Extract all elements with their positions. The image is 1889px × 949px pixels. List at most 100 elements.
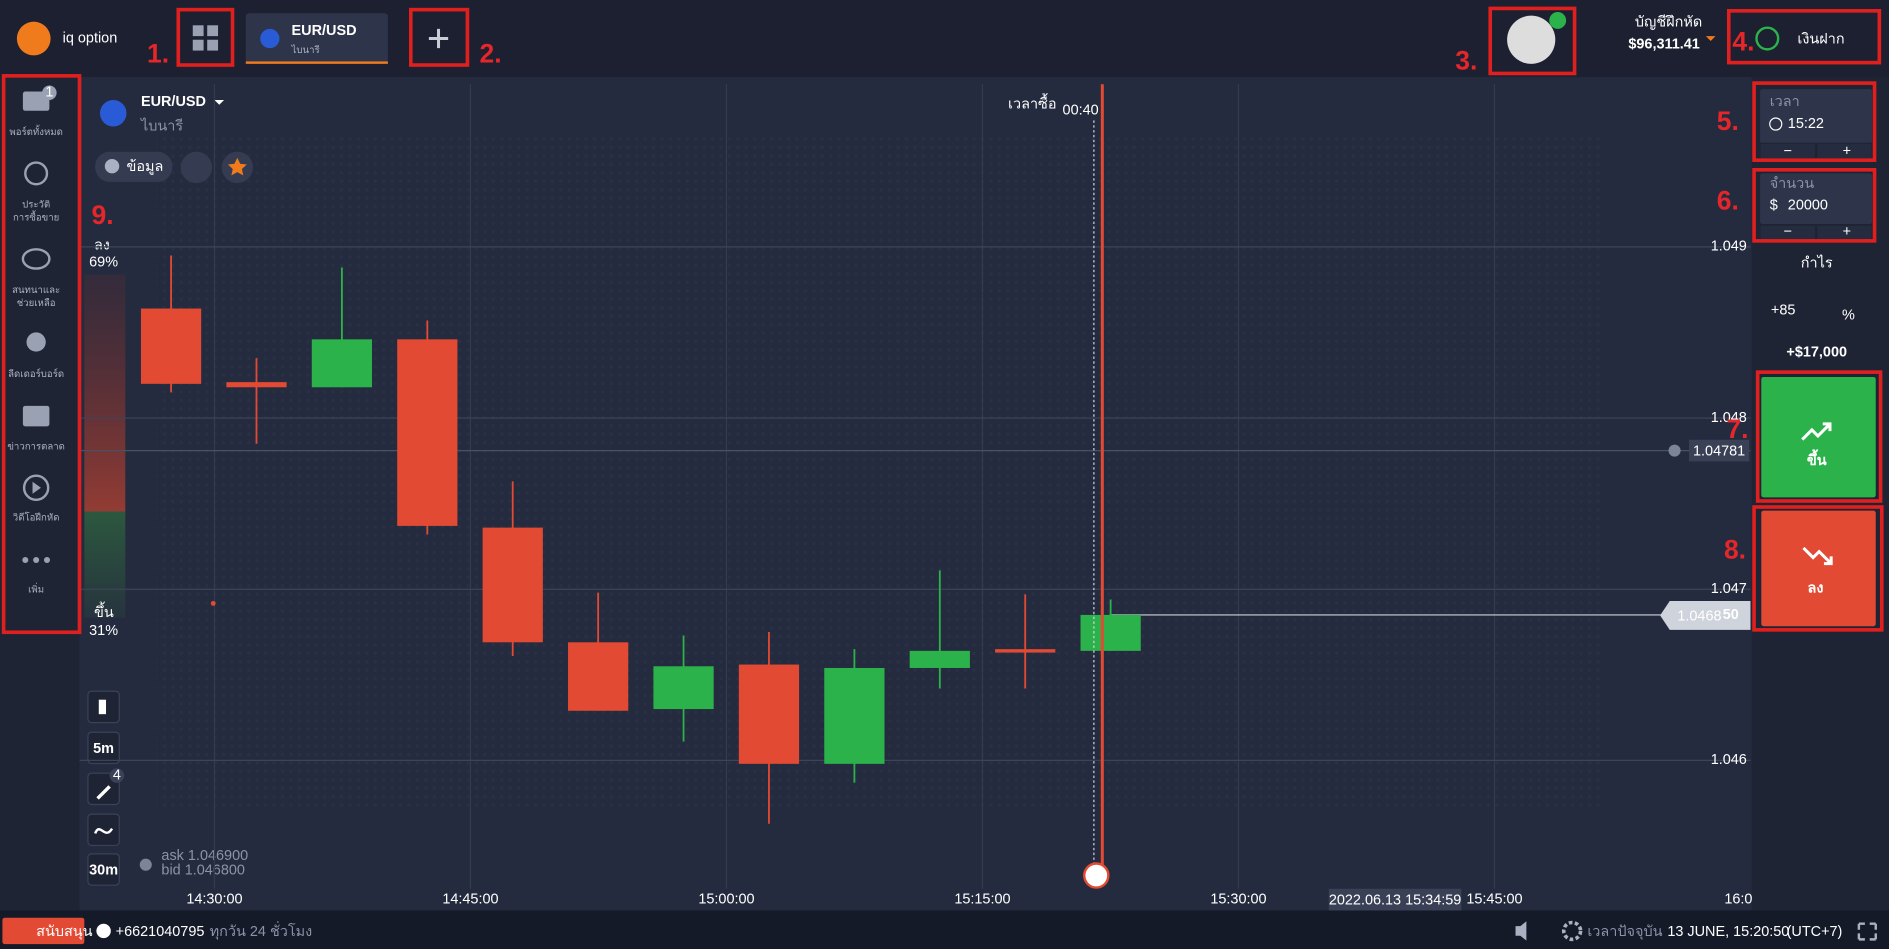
grid-icon xyxy=(192,39,204,51)
sidebar-label: เพิ่ม xyxy=(28,583,44,596)
info-button[interactable] xyxy=(95,151,173,182)
logo-icon xyxy=(16,21,51,56)
chat-icon[interactable] xyxy=(21,248,51,270)
x-tick-label: 15:30:00 xyxy=(1210,891,1266,907)
x-tick-label: 16:0 xyxy=(1724,891,1752,907)
tab-asset: EUR/USD xyxy=(292,23,357,39)
price-end: 50 xyxy=(1723,607,1739,623)
fullscreen-icon[interactable] xyxy=(1857,922,1877,941)
tab-type: ไบนารี xyxy=(291,44,320,56)
profit-label: กำไร xyxy=(1801,254,1833,272)
highlight xyxy=(1726,9,1882,65)
draw-button[interactable] xyxy=(87,772,120,806)
asset-name[interactable]: EUR/USD xyxy=(141,94,206,110)
balance[interactable]: $96,311.41 xyxy=(1628,36,1699,52)
amount: 20000 xyxy=(1788,198,1828,214)
sidebar-label: สนทนาและ xyxy=(12,285,60,296)
indicator-button[interactable] xyxy=(87,813,120,847)
y-tick-label: 1.049 xyxy=(1711,239,1747,255)
grid-icon[interactable] xyxy=(192,25,204,37)
call-label: ขึ้น xyxy=(1807,449,1827,469)
minus: − xyxy=(1784,144,1792,160)
sentiment-label: ลง xyxy=(94,237,110,253)
candle-body xyxy=(568,642,629,711)
timer: 00:40 xyxy=(1063,103,1099,119)
y-tick-label: 1.048 xyxy=(1711,410,1747,426)
profit-pct: +85 xyxy=(1771,303,1796,319)
history-icon[interactable] xyxy=(24,161,49,186)
period: 5m xyxy=(93,741,114,757)
deposit[interactable]: เงินฝาก xyxy=(1797,32,1844,48)
clock-icon xyxy=(1769,117,1783,131)
highlight xyxy=(1752,168,1877,243)
portfolio-icon[interactable] xyxy=(22,91,50,111)
date-tag xyxy=(1328,888,1462,911)
support-button[interactable] xyxy=(2,917,85,945)
logo: iq option xyxy=(63,30,118,46)
annotation: 9. xyxy=(92,200,114,230)
put-icon xyxy=(1802,546,1833,566)
sidebar-label: การซื้อขาย xyxy=(13,210,59,224)
candle-body xyxy=(995,649,1056,653)
footer-bar xyxy=(0,910,1889,949)
account-label: บัญชีฝึกหัด xyxy=(1635,14,1702,31)
time: 15:22 xyxy=(1788,116,1824,132)
put-label: ลง xyxy=(1808,581,1824,597)
star xyxy=(227,157,247,176)
settings-icon[interactable] xyxy=(1561,920,1583,942)
time-input[interactable] xyxy=(1760,89,1873,144)
candle-body xyxy=(653,666,714,710)
video-icon[interactable] xyxy=(22,474,50,501)
badge-count: 1 xyxy=(45,85,53,101)
candle-body xyxy=(482,527,543,643)
flag xyxy=(260,28,280,49)
leaderboard-icon[interactable] xyxy=(26,332,46,352)
annotation: 8. xyxy=(1724,535,1746,565)
candle-body xyxy=(824,667,885,764)
alert-button[interactable] xyxy=(180,151,213,184)
amount-input[interactable] xyxy=(1760,173,1873,225)
bid: bid 1.046800 xyxy=(161,863,245,879)
info-label: ข้อมูล xyxy=(126,159,163,175)
sentiment-pct: 69% xyxy=(89,254,118,270)
balance-caret xyxy=(1705,36,1716,41)
time-label: เวลาปัจจุบัน xyxy=(1587,924,1662,940)
highlight xyxy=(409,7,470,67)
play xyxy=(32,481,41,494)
sentiment-bar xyxy=(84,274,126,618)
time-label: เวลา xyxy=(1770,94,1800,110)
expiry-timer xyxy=(1083,862,1110,889)
x-tick-label: 14:45:00 xyxy=(442,891,498,907)
call-icon xyxy=(1801,422,1832,441)
alert-icon xyxy=(1668,444,1681,457)
timeframe-button[interactable] xyxy=(87,853,120,886)
cursor-date: 2022.06.13 15:34:59 xyxy=(1329,893,1461,909)
marker xyxy=(210,600,216,606)
more-dot xyxy=(33,556,40,564)
candle-body xyxy=(1080,614,1141,651)
avatar[interactable] xyxy=(1507,15,1556,64)
tab-underline xyxy=(245,61,388,64)
news-icon[interactable] xyxy=(22,405,50,427)
sidebar-label: พอร์ตทั้งหมด xyxy=(9,124,63,138)
price-main: 1.0468 xyxy=(1677,608,1721,624)
period-button[interactable] xyxy=(87,731,120,765)
put-button[interactable] xyxy=(1761,510,1876,627)
timer-label: เวลาซื้อ xyxy=(1008,93,1056,113)
highlight xyxy=(1488,6,1577,76)
sidebar-label: ช่วยเหลือ xyxy=(17,297,56,309)
highlight xyxy=(1755,370,1883,503)
candle-icon xyxy=(98,699,107,715)
verified xyxy=(1549,12,1567,29)
asset-caret xyxy=(214,99,225,105)
asset-tab[interactable] xyxy=(245,13,388,64)
quote-help xyxy=(139,858,152,871)
support: สนับสนุน xyxy=(36,924,93,940)
mute-icon[interactable] xyxy=(1515,921,1527,941)
more-dot[interactable] xyxy=(22,556,29,564)
deposit-icon xyxy=(1755,26,1780,51)
alert-price: 1.04781 xyxy=(1693,444,1745,460)
add-tab[interactable] xyxy=(428,28,449,49)
profit-value: +$17,000 xyxy=(1786,345,1847,361)
